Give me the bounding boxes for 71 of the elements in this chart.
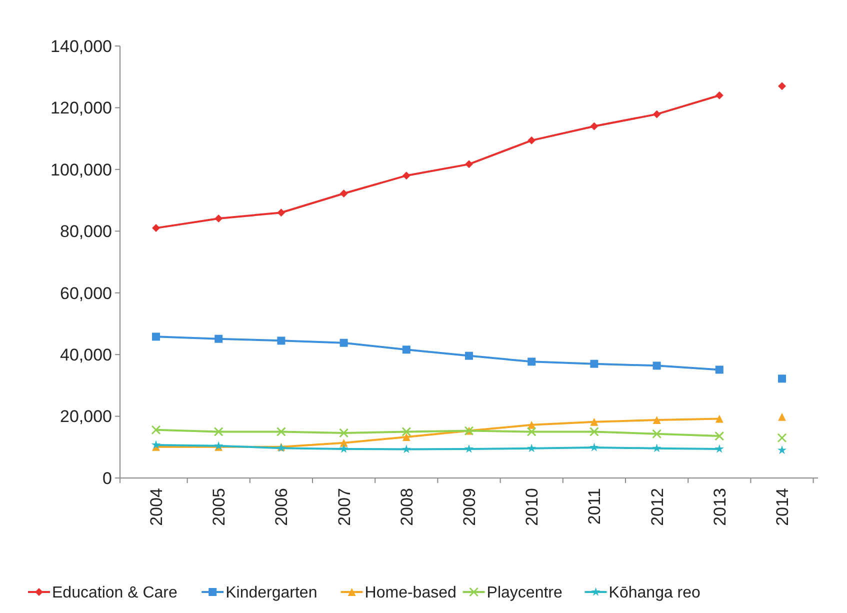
point: [590, 418, 598, 426]
point: [778, 412, 786, 421]
point: [465, 160, 473, 168]
point: [151, 440, 161, 449]
point: [465, 352, 473, 360]
y-tick-label: 20,000: [60, 407, 112, 426]
point: [589, 426, 599, 436]
point: [526, 426, 536, 436]
x-tick-label: 2008: [397, 488, 416, 526]
legend-label: Kōhanga reo: [608, 584, 701, 602]
point: [277, 336, 286, 345]
point: [652, 429, 662, 439]
point: [715, 91, 724, 100]
point: [151, 425, 161, 435]
point: [402, 172, 410, 180]
point: [590, 360, 598, 368]
point: [464, 444, 474, 453]
point: [777, 433, 787, 443]
y-tick-label: 120,000: [50, 98, 112, 118]
x-tick-label: 2010: [522, 488, 542, 526]
x-tick-label: 2012: [648, 488, 667, 526]
point: [590, 122, 598, 130]
y-tick-label: 80,000: [60, 222, 112, 242]
legend-label: Playcentre: [486, 584, 562, 602]
point: [339, 428, 349, 438]
x-tick-label: 2013: [710, 488, 730, 526]
point: [340, 438, 348, 447]
point: [214, 334, 223, 343]
point: [528, 136, 536, 144]
point: [714, 444, 724, 453]
point: [152, 332, 160, 341]
point: [527, 444, 536, 452]
point: [214, 426, 224, 436]
point: [652, 416, 661, 424]
point: [402, 444, 411, 454]
point: [590, 442, 599, 452]
legend-label: Home-based: [364, 584, 456, 602]
point: [777, 445, 787, 454]
x-tick-label: 2011: [585, 488, 604, 525]
point: [778, 374, 786, 383]
point: [152, 224, 160, 232]
y-tick-label: 60,000: [60, 284, 112, 303]
y-tick-label: 40,000: [60, 346, 112, 365]
point: [214, 214, 223, 222]
point: [402, 346, 410, 354]
point: [340, 338, 348, 347]
point: [276, 426, 286, 436]
point: [402, 426, 412, 436]
point: [778, 82, 786, 90]
x-tick-label: 2014: [773, 488, 792, 526]
point: [402, 432, 410, 441]
point: [339, 444, 348, 453]
point: [528, 358, 536, 366]
point: [652, 110, 661, 118]
x-tick-label: 2009: [460, 488, 479, 526]
x-tick-label: 2004: [147, 488, 166, 526]
y-tick-label: 140,000: [50, 36, 112, 56]
point: [652, 362, 661, 370]
x-tick-label: 2005: [210, 488, 229, 526]
point: [277, 208, 286, 217]
point: [340, 189, 348, 198]
y-tick-label: 0: [102, 468, 112, 488]
y-tick-label: 100,000: [50, 160, 112, 180]
point: [715, 414, 724, 423]
point: [715, 366, 724, 374]
x-tick-label: 2006: [272, 488, 292, 526]
point: [714, 431, 724, 441]
x-tick-label: 2007: [334, 488, 354, 526]
point: [652, 444, 662, 452]
legend-label: Kindergarten: [226, 584, 318, 602]
legend-label: Education & Care: [52, 584, 178, 602]
